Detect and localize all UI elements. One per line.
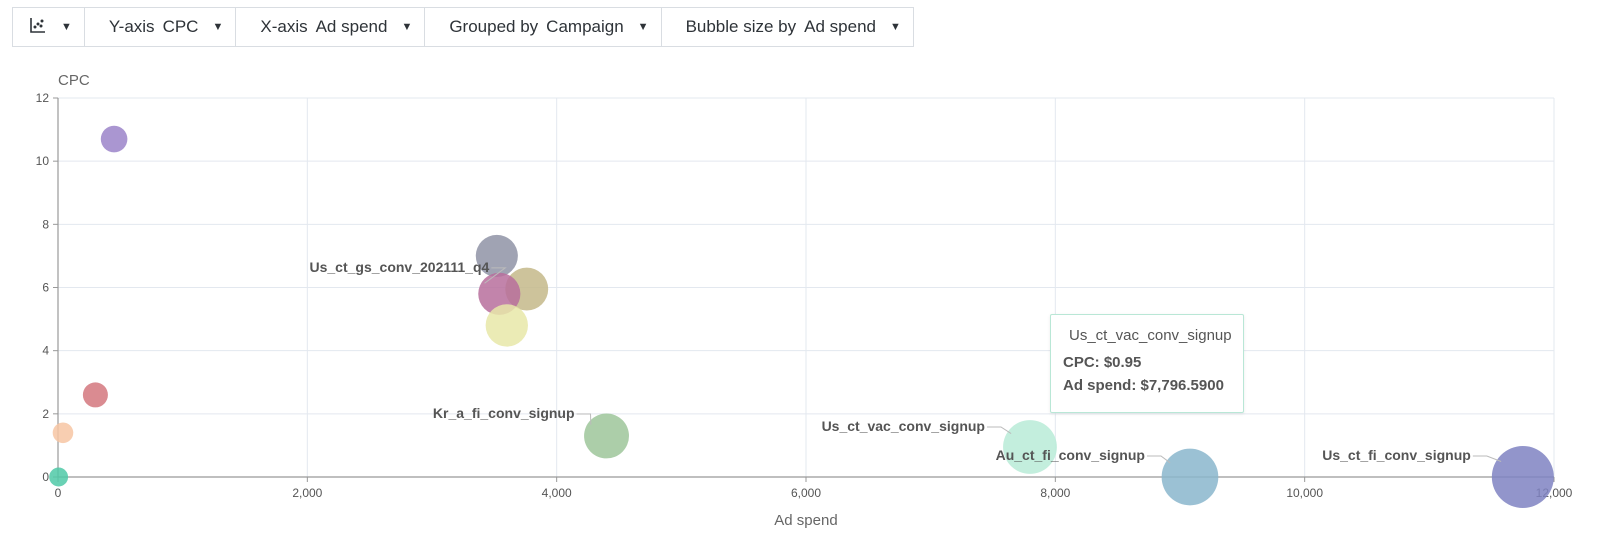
data-point[interactable] xyxy=(478,272,521,315)
label-leader-line xyxy=(1146,455,1171,464)
y-tick-label: 10 xyxy=(36,154,50,168)
data-point[interactable] xyxy=(1161,448,1219,506)
caret-down-icon: ▼ xyxy=(212,21,224,33)
bubble-size-value: Ad spend xyxy=(804,17,876,36)
y-tick-label: 4 xyxy=(42,344,49,358)
data-point[interactable] xyxy=(475,234,518,277)
label-leader-line xyxy=(986,426,1012,434)
data-point-label: Us_ct_vac_conv_signup xyxy=(822,418,985,434)
caret-down-icon: ▼ xyxy=(637,21,649,33)
chart-toolbar: ▼ Y-axis CPC ▼ X-axis Ad spend ▼ Grouped… xyxy=(12,7,914,47)
x-tick-label: 8,000 xyxy=(1040,486,1070,500)
x-axis-value: Ad spend xyxy=(315,17,388,36)
label-leader-line xyxy=(576,413,592,425)
bubble-size-selector[interactable]: Bubble size by Ad spend ▼ xyxy=(662,8,913,46)
caret-down-icon: ▼ xyxy=(889,21,901,33)
grouped-by-key: Grouped by xyxy=(449,17,539,36)
grouped-by-value: Campaign xyxy=(546,17,624,36)
data-point[interactable] xyxy=(584,413,629,459)
tooltip-cpc: CPC: $0.95 xyxy=(1063,354,1142,371)
data-point[interactable] xyxy=(52,422,74,444)
data-point-label: Au_ct_fi_conv_signup xyxy=(996,447,1145,463)
grouped-by-selector[interactable]: Grouped by Campaign ▼ xyxy=(425,8,662,46)
label-leader-line xyxy=(1472,455,1502,462)
bubble-size-key: Bubble size by xyxy=(685,17,797,36)
data-point[interactable] xyxy=(100,125,128,153)
x-tick-label: 2,000 xyxy=(292,486,322,500)
label-leader-line xyxy=(484,267,507,284)
y-axis-selector[interactable]: Y-axis CPC ▼ xyxy=(85,8,237,46)
tooltip-title: Us_ct_vac_conv_signup xyxy=(1069,327,1232,344)
y-tick-label: 2 xyxy=(42,407,49,421)
x-tick-label: 10,000 xyxy=(1286,486,1323,500)
x-tick-label: 6,000 xyxy=(791,486,821,500)
caret-down-icon: ▼ xyxy=(61,21,72,33)
data-point[interactable] xyxy=(49,467,69,487)
data-point-label: Kr_a_fi_conv_signup xyxy=(433,405,575,421)
x-tick-label: 0 xyxy=(55,486,62,500)
caret-down-icon: ▼ xyxy=(401,21,413,33)
data-point[interactable] xyxy=(1003,420,1057,474)
y-tick-label: 6 xyxy=(42,281,49,295)
scatter-chart-icon xyxy=(29,16,47,39)
chart-type-selector[interactable]: ▼ xyxy=(13,8,85,46)
data-point[interactable] xyxy=(82,382,108,408)
y-axis-value: CPC xyxy=(162,17,199,36)
data-point[interactable] xyxy=(485,304,528,347)
y-axis-title: CPC xyxy=(58,72,90,89)
x-axis-key: X-axis xyxy=(260,17,308,36)
data-point-label: Us_ct_gs_conv_202111_q4 xyxy=(310,259,490,275)
point-tooltip: Us_ct_vac_conv_signup CPC: $0.95 Ad spen… xyxy=(1050,314,1244,413)
y-tick-label: 0 xyxy=(42,470,49,484)
y-tick-label: 12 xyxy=(36,91,50,105)
y-tick-label: 8 xyxy=(42,217,49,231)
tooltip-ad-spend: Ad spend: $7,796.5900 xyxy=(1063,377,1224,394)
x-tick-label: 4,000 xyxy=(542,486,572,500)
y-axis-key: Y-axis xyxy=(108,17,155,36)
x-axis-title: Ad spend xyxy=(774,512,837,529)
data-point[interactable] xyxy=(1491,446,1554,508)
tooltip-title-row: Us_ct_vac_conv_signup xyxy=(1063,327,1232,344)
x-axis-selector[interactable]: X-axis Ad spend ▼ xyxy=(236,8,426,46)
data-point-label: Us_ct_fi_conv_signup xyxy=(1322,447,1471,463)
